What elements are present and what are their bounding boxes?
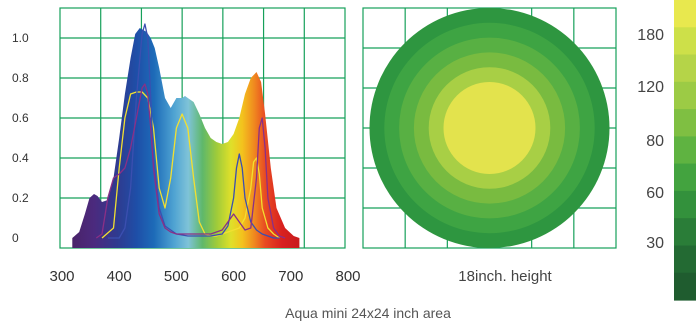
y-tick-label: 0.6 [12, 111, 29, 125]
colorbar-cell [674, 54, 696, 83]
x-tick-label: 700 [278, 268, 303, 285]
colorbar-cell [674, 0, 696, 28]
spectrum-line-2 [107, 23, 280, 239]
y-tick-label: 0.4 [12, 151, 29, 165]
y-tick-label: 0.8 [12, 71, 29, 85]
colorbar-cell [674, 109, 696, 137]
y-tick-label: 1.0 [12, 31, 29, 45]
x-tick-label: 600 [221, 268, 246, 285]
spectrum-line-1 [101, 91, 280, 239]
colorbar-label: 180 [637, 27, 664, 44]
spectrum-chart: 0 0.2 0.4 0.6 0.8 1.0 300 400 500 600 700 800 [12, 7, 361, 285]
y-tick-labels: 0 0.2 0.4 0.6 0.8 1.0 [12, 31, 29, 245]
heatmap-label: 18inch. height [458, 268, 552, 285]
y-tick-label: 0.2 [12, 191, 29, 205]
colorbar-label: 30 [646, 235, 664, 252]
colorbar-label: 80 [646, 133, 664, 150]
heatmap-rings [369, 8, 610, 248]
colorbar-cell [674, 272, 696, 301]
colorbar-labels: 180 120 80 60 30 [637, 27, 664, 252]
x-tick-label: 800 [335, 268, 360, 285]
colorbar-cell [674, 245, 696, 274]
colorbar-cell [674, 81, 696, 110]
colorbar: 180 120 80 60 30 [637, 0, 696, 301]
x-tick-label: 300 [49, 268, 74, 285]
colorbar-cell [674, 163, 696, 192]
colorbar-cell [674, 27, 696, 56]
x-tick-label: 400 [107, 268, 132, 285]
heatmap-chart: 18inch. height [362, 7, 617, 285]
spectrum-area [72, 28, 300, 248]
colorbar-cell [674, 218, 696, 247]
colorbar-cell [674, 136, 696, 165]
y-tick-label: 0 [12, 231, 19, 245]
colorbar-label: 60 [646, 185, 664, 202]
colorbar-cells [674, 0, 696, 301]
colorbar-label: 120 [637, 79, 664, 96]
heatmap-ring-6 [443, 82, 536, 174]
x-tick-labels: 300 400 500 600 700 800 [49, 268, 360, 285]
caption: Aqua mini 24x24 inch area [285, 305, 451, 321]
x-tick-label: 500 [164, 268, 189, 285]
colorbar-cell [674, 190, 696, 219]
spectrum-lines [95, 23, 286, 239]
spectrum-line-3 [95, 83, 286, 239]
spectrum-fill [72, 28, 300, 248]
